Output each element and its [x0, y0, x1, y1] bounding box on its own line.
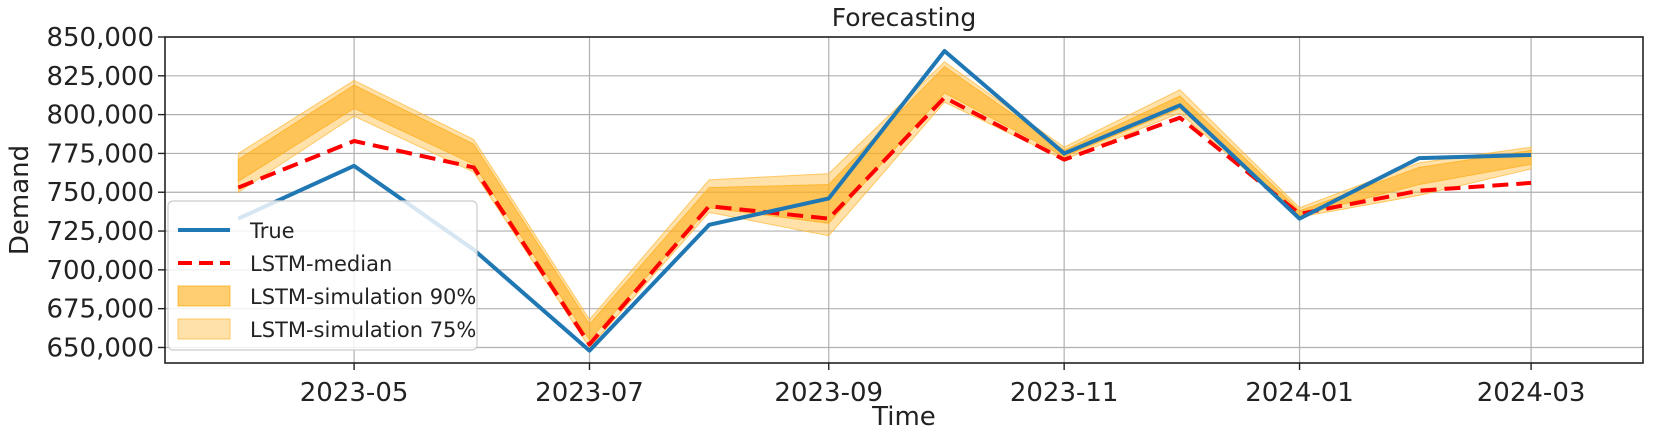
x-tick-label: 2023-09 — [774, 378, 883, 408]
y-tick-labels: 650,000 675,000 700,000 725,000 750,000 775,0… — [46, 23, 165, 363]
y-tick-label: 800,000 — [46, 101, 154, 131]
legend-entry-sim-90-label: LSTM-simulation 90% — [250, 285, 476, 309]
chart-title: Forecasting — [832, 3, 976, 32]
x-tick-label: 2023-05 — [300, 378, 409, 408]
y-tick-label: 700,000 — [46, 256, 154, 286]
legend-entry-sim-75-swatch — [177, 318, 231, 340]
y-tick-label: 825,000 — [46, 62, 154, 92]
legend-entry-lstm-median-label: LSTM-median — [250, 252, 392, 276]
y-axis-label: Demand — [5, 145, 35, 255]
lstm-median-line — [237, 95, 1532, 347]
x-tick-label: 2023-11 — [1010, 378, 1119, 408]
plot-frame — [164, 36, 1644, 364]
x-tick-label: 2024-01 — [1245, 378, 1354, 408]
x-tick-labels: 2023-05 2023-07 2023-09 2023-11 2024-01 2024-… — [300, 363, 1586, 408]
legend-entry-true-label: True — [249, 219, 295, 243]
x-tick-label: 2024-03 — [1477, 378, 1586, 408]
x-axis-label: Time — [871, 402, 936, 432]
legend-entry-sim-75-label: LSTM-simulation 75% — [250, 318, 476, 342]
y-tick-label: 775,000 — [46, 139, 154, 169]
y-tick-label: 650,000 — [46, 333, 154, 363]
x-tick-label: 2023-07 — [535, 378, 644, 408]
legend-entry-sim-90-swatch — [177, 285, 231, 307]
y-tick-label: 675,000 — [46, 295, 154, 325]
y-tick-label: 725,000 — [46, 217, 154, 247]
legend: True LSTM-median LSTM-simulation 90% LSTM-s… — [167, 200, 478, 351]
y-tick-label: 750,000 — [46, 178, 154, 208]
y-tick-label: 850,000 — [46, 23, 154, 53]
legend-box — [167, 200, 478, 351]
